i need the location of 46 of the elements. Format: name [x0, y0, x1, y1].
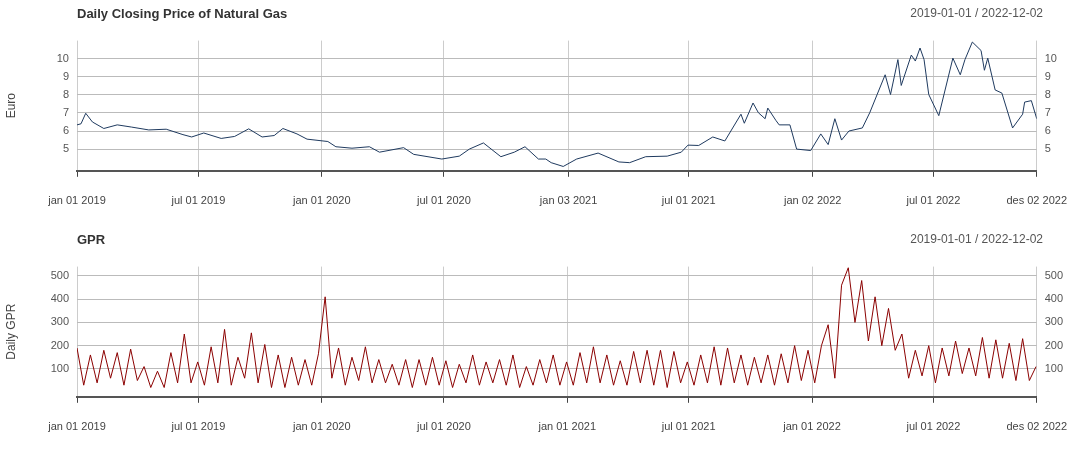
- x-tick-label: jan 02 2022: [782, 194, 842, 207]
- x-tick-label: des 02 2022: [1006, 194, 1067, 207]
- x-tick-label: jul 01 2020: [415, 420, 471, 433]
- y-tick-label: 300: [50, 315, 69, 328]
- y2-tick-label: 200: [1044, 338, 1064, 351]
- y2-tick-label: 400: [1044, 292, 1064, 305]
- y-axis-title: Daily GPR: [3, 303, 18, 360]
- chart-subtitle: 2019-01-01 / 2022-12-02: [910, 6, 1043, 20]
- chart-subtitle: 2019-01-01 / 2022-12-02: [910, 232, 1043, 246]
- x-tick-label: des 02 2022: [1006, 420, 1067, 433]
- chart-title: GPR: [77, 232, 106, 247]
- y-tick-label: 200: [50, 338, 69, 351]
- y-axis-title: Euro: [3, 92, 18, 119]
- x-tick-label: jul 01 2019: [170, 194, 226, 207]
- y-tick-label: 5: [62, 142, 69, 155]
- y2-tick-label: 7: [1044, 105, 1051, 118]
- y2-tick-label: 300: [1044, 315, 1064, 328]
- y2-tick-label: 6: [1044, 124, 1051, 137]
- x-tick-label: jan 01 2019: [47, 420, 106, 433]
- x-tick-label: jan 01 2020: [292, 194, 351, 207]
- y2-tick-label: 100: [1044, 361, 1064, 374]
- x-tick-label: jul 01 2022: [905, 194, 961, 207]
- chart-title: Daily Closing Price of Natural Gas: [77, 6, 288, 21]
- y2-tick-label: 5: [1044, 142, 1051, 155]
- x-tick-label: jul 01 2021: [660, 194, 716, 207]
- x-tick-label: jul 01 2019: [170, 420, 226, 433]
- y-tick-label: 8: [62, 87, 69, 100]
- y-tick-label: 400: [50, 292, 69, 305]
- y-tick-label: 10: [56, 51, 69, 64]
- y-tick-label: 500: [50, 268, 69, 281]
- x-tick-label: jan 01 2020: [292, 420, 351, 433]
- y-tick-label: 100: [50, 361, 69, 374]
- y-tick-label: 6: [62, 124, 69, 137]
- x-tick-label: jan 03 2021: [538, 194, 598, 207]
- x-tick-label: jan 01 2019: [47, 194, 106, 207]
- y2-tick-label: 10: [1044, 51, 1057, 64]
- x-tick-label: jul 01 2021: [660, 420, 716, 433]
- y2-tick-label: 9: [1044, 69, 1051, 82]
- y-tick-label: 7: [62, 105, 69, 118]
- x-tick-label: jul 01 2020: [415, 194, 471, 207]
- y-tick-label: 9: [62, 69, 69, 82]
- x-tick-label: jul 01 2022: [905, 420, 961, 433]
- y2-tick-label: 8: [1044, 87, 1051, 100]
- y2-tick-label: 500: [1044, 268, 1064, 281]
- x-tick-label: jan 01 2021: [537, 420, 597, 433]
- x-tick-label: jan 01 2022: [782, 420, 841, 433]
